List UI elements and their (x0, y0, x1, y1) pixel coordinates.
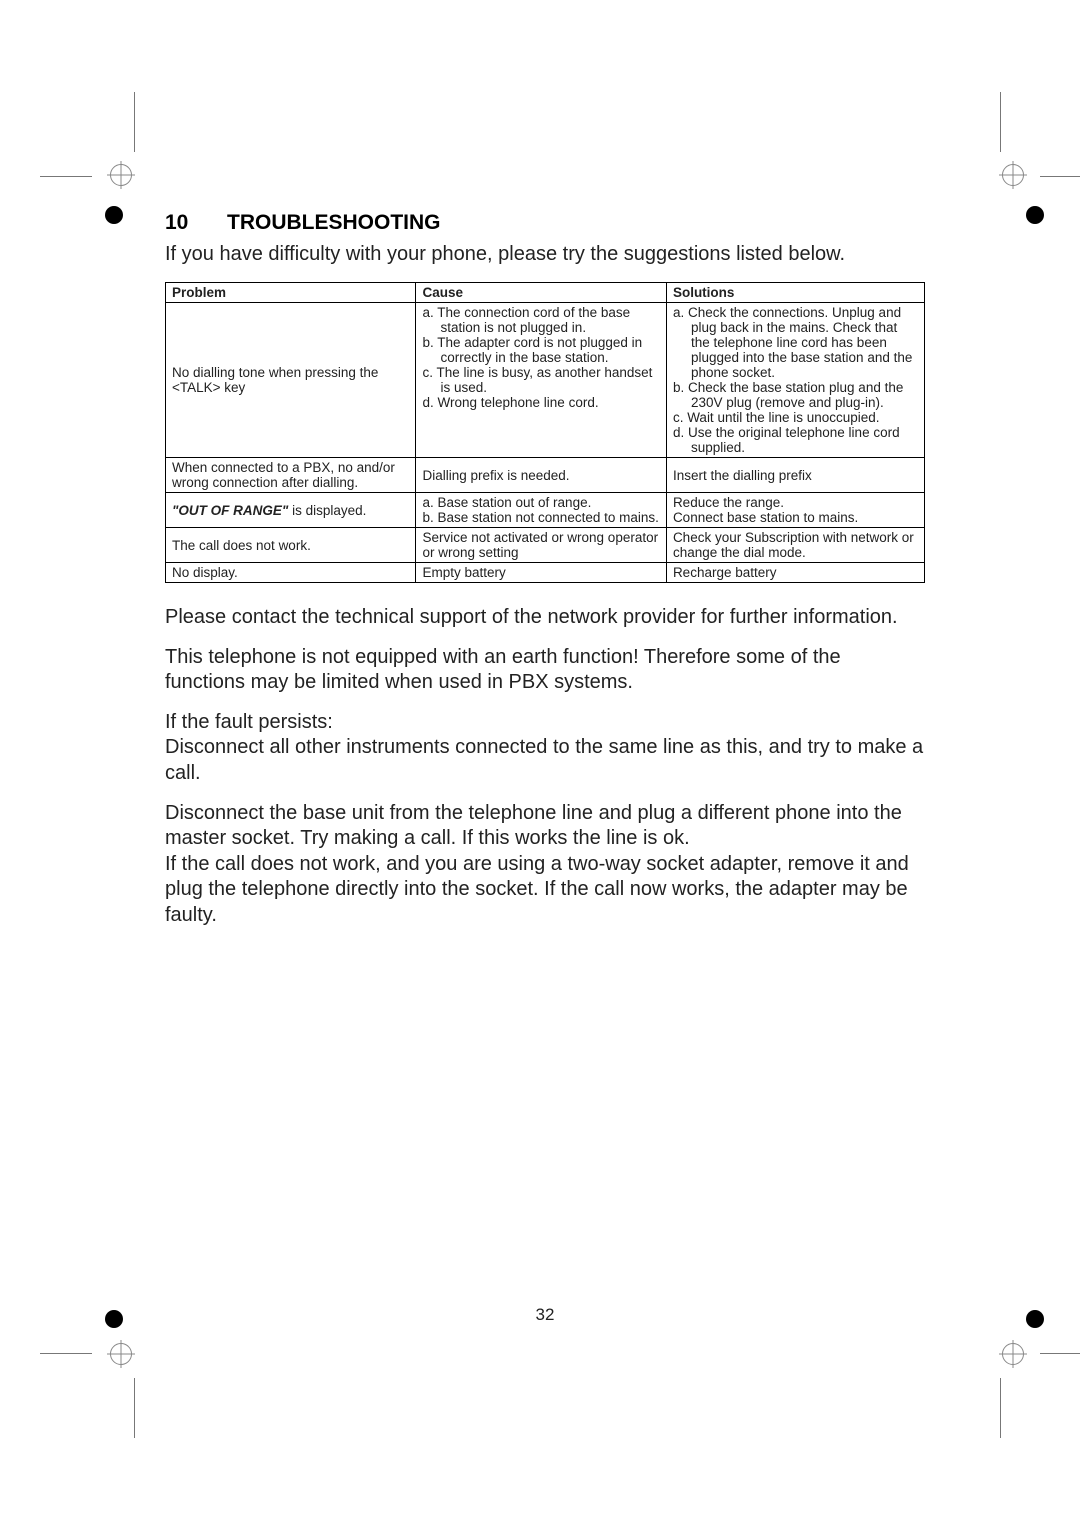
cell-cause: a. The connection cord of the base stati… (416, 303, 666, 458)
page-content: 10TROUBLESHOOTING If you have difficulty… (165, 211, 925, 929)
table-row: When connected to a PBX, no and/or wrong… (166, 458, 925, 493)
table-row: "OUT OF RANGE" is displayed. a. Base sta… (166, 493, 925, 528)
registration-mark-top-left (90, 152, 150, 212)
cell-solutions: Check your Subscription with network or … (666, 528, 924, 563)
cell-solutions: a. Check the connections. Unplug and plu… (666, 303, 924, 458)
print-dot-bottom-right (1026, 1310, 1044, 1328)
paragraph: Please contact the technical support of … (165, 605, 925, 631)
cell-cause: Empty battery (416, 563, 666, 583)
header-problem: Problem (166, 283, 416, 303)
section-number: 10 (165, 211, 227, 235)
print-dot-top-left (105, 206, 123, 224)
cell-cause: Dialling prefix is needed. (416, 458, 666, 493)
header-solutions: Solutions (666, 283, 924, 303)
cell-cause: a. Base station out of range. b. Base st… (416, 493, 666, 528)
paragraph: This telephone is not equipped with an e… (165, 645, 925, 696)
table-row: No display. Empty battery Recharge batte… (166, 563, 925, 583)
print-dot-top-right (1026, 206, 1044, 224)
cell-solutions: Reduce the range. Connect base station t… (666, 493, 924, 528)
troubleshooting-table: Problem Cause Solutions No dialling tone… (165, 282, 925, 583)
registration-mark-bottom-right (990, 1323, 1050, 1383)
section-title: TROUBLESHOOTING (227, 211, 441, 234)
paragraph: Disconnect the base unit from the teleph… (165, 801, 925, 929)
registration-mark-top-right (990, 152, 1050, 212)
section-heading: 10TROUBLESHOOTING (165, 211, 925, 235)
cell-solutions: Recharge battery (666, 563, 924, 583)
cell-solutions: Insert the dialling prefix (666, 458, 924, 493)
cell-problem: The call does not work. (166, 528, 416, 563)
cell-problem: No dialling tone when pressing the <TALK… (166, 303, 416, 458)
cell-problem: "OUT OF RANGE" is displayed. (166, 493, 416, 528)
intro-text: If you have difficulty with your phone, … (165, 243, 925, 266)
header-cause: Cause (416, 283, 666, 303)
table-header-row: Problem Cause Solutions (166, 283, 925, 303)
table-row: No dialling tone when pressing the <TALK… (166, 303, 925, 458)
registration-mark-bottom-left (90, 1323, 150, 1383)
table-row: The call does not work. Service not acti… (166, 528, 925, 563)
paragraph: If the fault persists: Disconnect all ot… (165, 710, 925, 787)
cell-problem: No display. (166, 563, 416, 583)
cell-cause: Service not activated or wrong operator … (416, 528, 666, 563)
print-dot-bottom-left (105, 1310, 123, 1328)
page-number: 32 (165, 1305, 925, 1325)
cell-problem: When connected to a PBX, no and/or wrong… (166, 458, 416, 493)
